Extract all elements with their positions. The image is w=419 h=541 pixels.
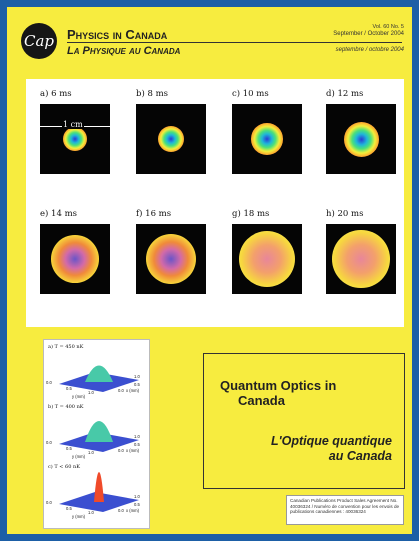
issue-date-french: septembre / octobre 2004	[335, 47, 404, 53]
scale-label: 1 cm	[62, 120, 84, 129]
density-peak	[85, 421, 113, 442]
density-plots-card: a) T = 450 nK 0.0 0.5 1.0 y (mm) 1.0 0.5 0.0 x (…	[43, 339, 150, 529]
frame-image	[136, 224, 206, 294]
axis-tick-label: 1.0	[134, 494, 140, 499]
frame-image	[40, 104, 110, 174]
atom-cloud	[251, 123, 283, 155]
density-surface	[59, 472, 139, 512]
axis-tick-label: y (mm)	[72, 514, 86, 519]
frame-label: b) 8 ms	[136, 89, 168, 99]
frame-image	[232, 224, 302, 294]
feature-title-english-line1: Quantum Optics in	[220, 378, 337, 393]
frame-label: h) 20 ms	[326, 209, 364, 219]
axis-tick-label: 1.0	[134, 374, 140, 379]
volume-number: Vol. 60 No. 5	[372, 24, 405, 30]
axis-tick-label: 0.5	[134, 442, 140, 447]
axis-tick-label: 1.0	[88, 510, 94, 515]
frame-label: g) 18 ms	[232, 209, 270, 219]
atom-cloud	[332, 230, 390, 288]
axis-tick-label: 1.0	[134, 434, 140, 439]
axis-tick-label: x (mm)	[126, 448, 140, 453]
feature-box: Quantum Optics in Canada L'Optique quant…	[203, 353, 405, 489]
axis-tick-label: 0.5	[66, 386, 72, 391]
feature-title-french-line2: au Canada	[328, 449, 392, 463]
frame-label: c) 10 ms	[232, 89, 269, 99]
logo-text: Cap	[23, 32, 55, 50]
feature-title-english: Quantum Optics in Canada	[220, 378, 336, 408]
axis-tick-label: 0.0	[118, 388, 124, 393]
axis-tick-label: 0.5	[66, 446, 72, 451]
title-rule	[67, 42, 402, 43]
axis-tick-label: y (mm)	[72, 454, 86, 459]
atom-cloud	[239, 231, 295, 287]
magazine-cover: Cap Physics in Canada La Physique au Can…	[7, 7, 412, 534]
publications-agreement: Canadian Publications Product Sales Agre…	[286, 495, 404, 525]
cap-logo: Cap	[21, 23, 57, 59]
axis-tick-label: 0.0	[46, 380, 52, 385]
frame-image	[232, 104, 302, 174]
frame-image	[136, 104, 206, 174]
title-french: La Physique au Canada	[67, 45, 181, 57]
axis-tick-label: 0.5	[134, 502, 140, 507]
atom-cloud	[145, 233, 197, 285]
frame-label: a) 6 ms	[40, 89, 72, 99]
frame-image	[326, 104, 396, 174]
axis-tick-label: 1.0	[88, 450, 94, 455]
atom-cloud	[343, 121, 379, 157]
axis-tick-label: 1.0	[88, 390, 94, 395]
plot-label: b) T = 400 nK	[48, 404, 84, 410]
axis-tick-label: 0.5	[66, 506, 72, 511]
axis-tick-label: 0.0	[46, 440, 52, 445]
plot-label: c) T < 60 nK	[48, 464, 80, 470]
axis-tick-label: 0.0	[118, 508, 124, 513]
plot-label: a) T = 450 nK	[48, 344, 84, 350]
frame-image	[326, 224, 396, 294]
density-peak	[94, 472, 104, 502]
axis-tick-label: 0.0	[118, 448, 124, 453]
frame-label: d) 12 ms	[326, 89, 364, 99]
title-english: Physics in Canada	[67, 27, 168, 42]
frame-label: e) 14 ms	[40, 209, 77, 219]
atom-cloud	[51, 235, 99, 283]
density-surface	[59, 365, 139, 392]
axis-tick-label: 0.5	[134, 382, 140, 387]
issue-date-english: September / October 2004	[333, 31, 404, 37]
feature-title-english-line2: Canada	[238, 393, 285, 408]
frame-image	[40, 224, 110, 294]
axis-tick-label: y (mm)	[72, 394, 86, 399]
atom-cloud	[157, 125, 185, 153]
expansion-image-panel: a) 6 ms b) 8 ms c) 10 ms d) 12 ms e) 14 ms f)…	[26, 79, 404, 327]
atom-cloud	[62, 126, 88, 152]
density-surface	[59, 421, 139, 452]
axis-tick-label: x (mm)	[126, 508, 140, 513]
scale-bar: 1 cm	[40, 120, 112, 132]
density-peak	[85, 365, 113, 382]
axis-tick-label: 0.0	[46, 500, 52, 505]
feature-title-french: L'Optique quantique au Canada	[271, 434, 392, 464]
frame-label: f) 16 ms	[136, 209, 172, 219]
feature-title-french-line1: L'Optique quantique	[270, 434, 392, 448]
axis-tick-label: x (mm)	[126, 388, 140, 393]
